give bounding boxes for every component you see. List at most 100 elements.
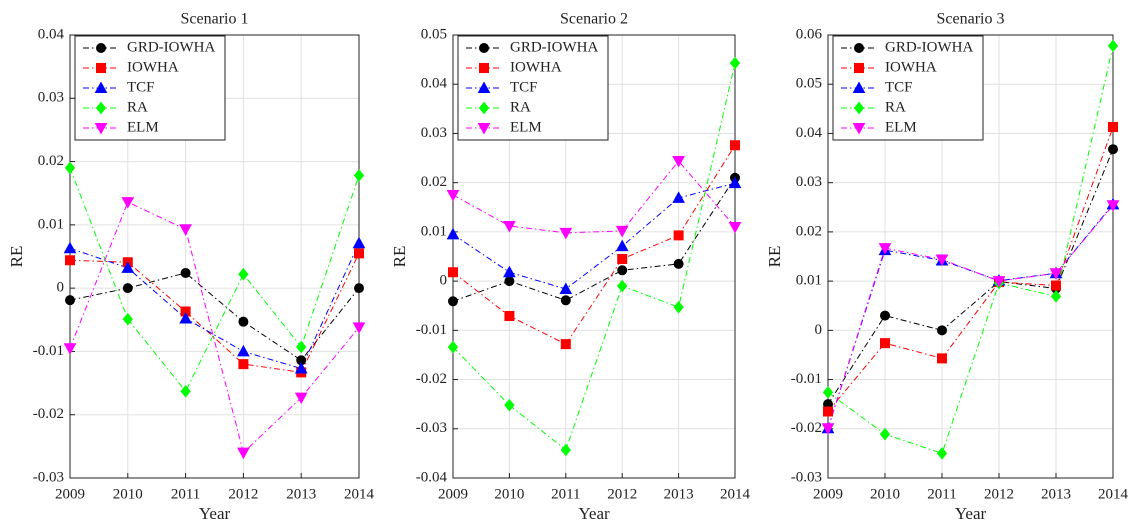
series-line [452,144,736,345]
legend-marker [852,81,866,93]
legend-marker [94,123,108,135]
x-tick-label: 2011 [551,486,580,502]
marker [503,265,516,278]
legend-label: RA [510,99,531,115]
series-line [827,45,1114,455]
marker [1108,144,1118,155]
marker [879,427,891,441]
legend-marker [96,43,106,53]
marker [65,295,75,306]
marker [1051,280,1061,291]
series-line [827,204,1114,429]
marker [617,279,628,293]
marker [121,197,135,209]
marker [1050,290,1062,303]
marker [180,267,191,278]
marker [65,255,75,266]
y-tick-label: 0 [440,273,448,289]
marker [672,191,685,203]
x-tick-label: 2012 [984,486,1014,502]
marker [354,248,364,259]
y-tick-label: -0.02 [416,371,447,387]
panel: -0.03 -0.02 -0.01 0 0.01 0.02 0.03 0.04 0.05 0.06… [765,11,1129,523]
series-line [827,126,1114,412]
y-tick-label: 0.03 [796,174,822,190]
marker [615,225,629,238]
x-tick-label: 2009 [813,486,843,502]
marker [822,386,834,399]
legend-marker [479,63,489,73]
legend-label: IOWHA [127,59,179,75]
x-tick-label: 2009 [438,486,468,502]
legend-label: ELM [885,119,917,135]
marker [238,316,249,327]
marker [617,253,628,264]
marker [936,447,948,460]
marker [878,243,892,255]
marker [121,261,135,273]
y-tick-label: -0.02 [791,420,822,436]
y-tick-label: 0 [815,322,823,338]
marker [1106,200,1120,212]
y-tick-label: -0.01 [33,343,64,359]
series-line [69,253,360,373]
y-tick-label: -0.02 [33,406,64,422]
legend-label: TCF [510,79,538,95]
marker [937,353,947,364]
series-line [827,149,1114,405]
marker [446,189,460,202]
series-line [452,62,736,451]
marker [728,221,742,234]
legend-label: IOWHA [510,59,562,75]
marker [937,325,947,336]
marker [821,423,835,435]
legend-label: ELM [510,119,542,135]
x-tick-label: 2014 [1098,486,1129,502]
marker [122,283,133,294]
marker [504,276,515,287]
marker [354,283,364,294]
marker [880,310,890,321]
x-tick-label: 2011 [927,486,956,502]
y-tick-label: -0.01 [791,371,822,387]
x-axis-label: Year [578,504,610,523]
legend-marker [477,123,491,135]
marker [447,340,459,354]
marker [559,282,573,294]
marker [560,339,571,350]
series-line [827,204,1114,429]
marker [560,443,571,457]
marker [352,236,366,249]
legend-label: RA [127,99,148,115]
legend-marker [477,81,491,93]
marker [730,140,740,151]
legend-label: GRD-IOWHA [510,39,598,55]
marker [728,176,742,189]
y-tick-label: 0 [57,280,65,296]
legend-label: GRD-IOWHA [127,39,215,55]
x-tick-label: 2013 [286,486,316,502]
y-tick-label: 0.02 [421,174,447,190]
chart-title: Scenario 2 [560,11,628,28]
legend-label: RA [885,99,906,115]
y-tick-label: 0.05 [421,26,447,42]
marker [1108,122,1118,133]
legend-label: ELM [127,119,159,135]
legend-marker [852,123,866,135]
marker [673,258,684,269]
marker [446,227,460,240]
marker [504,311,515,322]
marker [180,306,191,317]
marker [823,406,833,417]
chart-title: Scenario 3 [937,11,1005,28]
series-line [452,160,736,234]
marker [63,241,77,254]
marker [180,385,191,398]
y-tick-label: -0.01 [416,322,447,338]
y-tick-label: 0.01 [38,216,64,232]
marker [880,338,890,349]
legend-marker [96,63,106,73]
y-tick-label: -0.04 [416,469,448,485]
y-tick-label: -0.03 [33,469,64,485]
legend-marker [478,101,490,115]
